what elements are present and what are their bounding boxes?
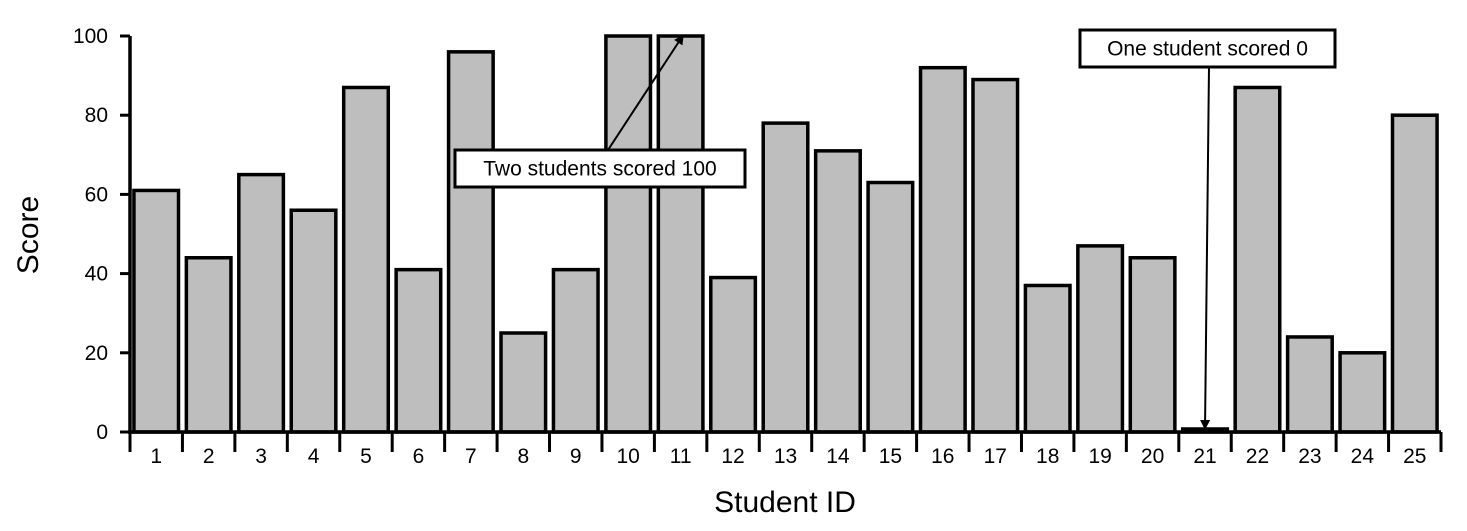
bar-11 — [656, 34, 705, 434]
x-tick-label-1: 1 — [150, 445, 162, 468]
axes — [120, 34, 1443, 452]
x-tick-label-20: 20 — [1141, 445, 1164, 468]
y-tick-label-40: 40 — [85, 263, 108, 286]
y-tick-label-0: 0 — [96, 421, 108, 444]
bar-12 — [709, 275, 758, 434]
bar-15 — [866, 180, 915, 434]
x-tick-label-6: 6 — [413, 445, 425, 468]
annotation-text-2: One student scored 0 — [1107, 38, 1308, 61]
x-tick-label-15: 15 — [879, 445, 902, 468]
annotation-arrow-1 — [607, 34, 684, 151]
y-tick-label-60: 60 — [85, 183, 108, 206]
bar-9 — [551, 267, 600, 434]
x-tick-label-5: 5 — [360, 445, 372, 468]
x-tick-label-19: 19 — [1088, 445, 1111, 468]
x-tick-label-11: 11 — [670, 445, 692, 468]
y-tick-label-100: 100 — [73, 25, 108, 48]
bar-17 — [971, 77, 1020, 434]
annotation-box-2 — [1078, 28, 1337, 69]
bar-1 — [132, 188, 181, 434]
x-tick-label-3: 3 — [255, 445, 267, 468]
x-tick-label-24: 24 — [1351, 445, 1375, 468]
y-tick-label-20: 20 — [85, 342, 108, 365]
annotation-arrow-2 — [1200, 66, 1211, 430]
bar-4 — [289, 208, 338, 434]
x-tick-label-12: 12 — [721, 445, 744, 468]
bar-20 — [1128, 256, 1177, 434]
bar-22 — [1233, 85, 1282, 434]
x-tick-label-7: 7 — [465, 445, 477, 468]
x-tick-label-10: 10 — [617, 445, 640, 468]
bars — [132, 34, 1439, 434]
x-tick-label-23: 23 — [1298, 445, 1321, 468]
x-tick-label-25: 25 — [1403, 445, 1426, 468]
bar-16 — [918, 65, 967, 434]
annotation-text-1: Two students scored 100 — [483, 158, 716, 181]
bar-14 — [813, 149, 862, 434]
x-tick-label-2: 2 — [203, 445, 215, 468]
x-tick-label-4: 4 — [308, 445, 320, 468]
bar-8 — [499, 331, 548, 434]
bar-25 — [1390, 113, 1439, 434]
bar-13 — [761, 121, 810, 434]
bar-19 — [1076, 244, 1125, 434]
x-tick-label-8: 8 — [517, 445, 529, 468]
bar-24 — [1338, 351, 1387, 434]
bar-23 — [1285, 335, 1334, 434]
bar-7 — [446, 50, 495, 434]
x-tick-label-18: 18 — [1036, 445, 1059, 468]
x-tick-label-14: 14 — [826, 445, 850, 468]
x-tick-label-22: 22 — [1246, 445, 1269, 468]
x-axis-title: Student ID — [714, 486, 856, 519]
bar-6 — [394, 267, 443, 434]
bar-5 — [341, 85, 391, 434]
annotation-box-1 — [453, 148, 747, 189]
y-tick-label-80: 80 — [85, 104, 108, 127]
y-axis-title: Score — [12, 196, 45, 274]
bar-3 — [237, 172, 286, 434]
x-tick-label-13: 13 — [774, 445, 797, 468]
bar-18 — [1023, 283, 1072, 434]
x-tick-label-16: 16 — [931, 445, 954, 468]
bar-2 — [184, 256, 233, 434]
x-tick-label-17: 17 — [984, 445, 1007, 468]
annotations: Two students scored 100 One student score… — [453, 28, 1337, 430]
x-tick-label-21: 21 — [1193, 445, 1216, 468]
x-tick-label-9: 9 — [570, 445, 582, 468]
